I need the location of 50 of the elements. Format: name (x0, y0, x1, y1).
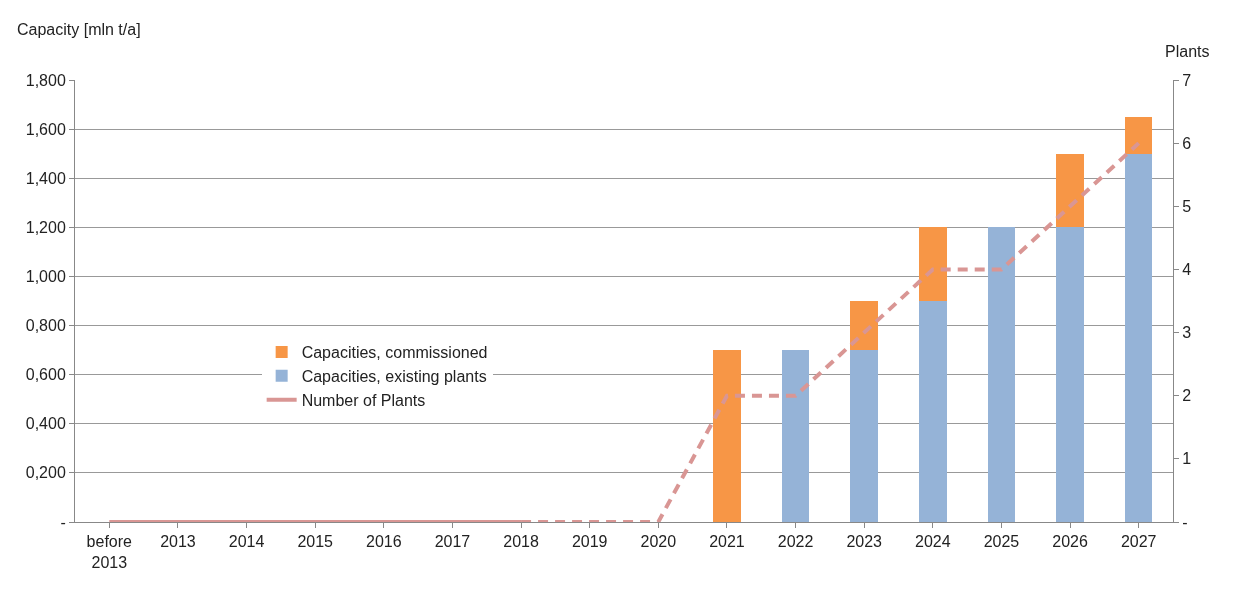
bar (850, 350, 878, 522)
x-tick-label: 2023 (846, 533, 883, 551)
x-tick-label: 2018 (503, 533, 539, 551)
x-tick-label: 2024 (915, 533, 951, 551)
legend-label: Capacities, commissioned (301, 344, 488, 362)
bar (1124, 153, 1153, 522)
y-tick-label: 0,400 (25, 415, 66, 433)
y2-axis-title: Plants (1165, 43, 1210, 60)
y-tick-label: 1,200 (25, 218, 66, 236)
x-tick-label: 2016 (366, 533, 402, 551)
y-tick-label: 0,600 (25, 366, 66, 384)
x-tick-label: 2027 (1120, 533, 1157, 551)
y-tick-label: 0,200 (25, 464, 66, 482)
bar (1056, 227, 1084, 522)
x-tick-label: 2019 (571, 533, 608, 551)
x-tick-label: 2025 (983, 533, 1020, 551)
bar (919, 301, 947, 522)
bar (987, 227, 1016, 522)
y-tick-label: 1,800 (25, 71, 66, 89)
legend-label: Number of Plants (301, 391, 426, 409)
x-tick-label: before 2013 (86, 533, 133, 571)
y2-tick-label: 5 (1182, 197, 1192, 215)
y2-tick-label: 1 (1182, 450, 1192, 468)
x-tick-label: 2015 (297, 533, 334, 551)
x-tick-label: 2013 (160, 533, 196, 551)
y-tick-label: - (60, 513, 66, 531)
y2-tick-label: 6 (1182, 134, 1192, 152)
bar (781, 350, 810, 522)
legend-label: Capacities, existing plants (301, 368, 487, 386)
y2-tick-label: 7 (1182, 71, 1192, 89)
x-tick-label: 2017 (434, 533, 471, 551)
bar (1056, 153, 1084, 228)
x-tick-label: 2020 (640, 533, 677, 551)
y-tick-label: 1,400 (25, 169, 66, 187)
x-tick-label: 2026 (1052, 533, 1088, 551)
y-tick-label: 1,000 (25, 268, 66, 286)
x-tick-label: 2022 (777, 533, 814, 551)
x-tick-label: 2014 (228, 533, 265, 551)
x-tick-label: 2021 (709, 533, 745, 551)
y2-tick-label: 4 (1182, 261, 1192, 279)
bar (1124, 116, 1153, 154)
y-tick-label: 0,800 (25, 317, 66, 335)
y-axis-title: Capacity [mln t/a] (17, 21, 141, 38)
y2-tick-label: 3 (1182, 324, 1192, 342)
y2-tick-label: 2 (1182, 387, 1192, 405)
y-tick-label: 1,600 (25, 120, 66, 138)
bar (850, 301, 878, 351)
bar (919, 227, 947, 301)
bar (713, 350, 741, 522)
y2-tick-label: - (1182, 513, 1188, 531)
